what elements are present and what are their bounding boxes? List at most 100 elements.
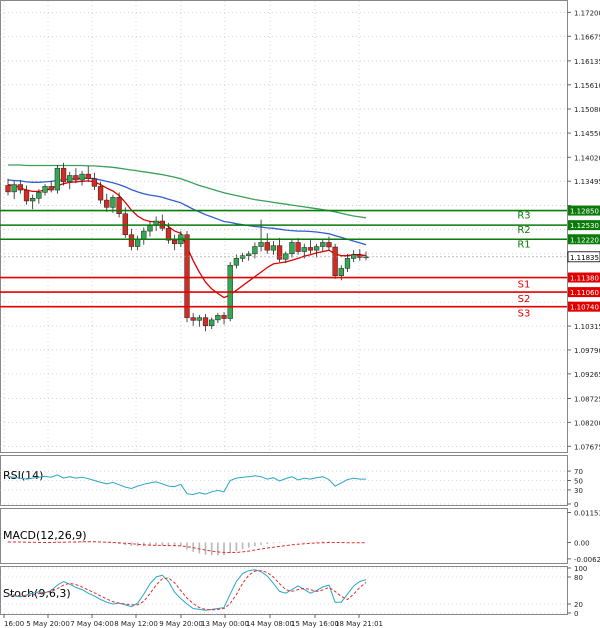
- time-tick-label: 7 May 04:00: [70, 620, 114, 628]
- price-panel: 1.17200 1.16675 1.16135 1.15610 1.15080 1.145…: [0, 0, 600, 453]
- candle-body: [54, 167, 61, 191]
- candle-body: [295, 242, 301, 252]
- candle-body: [202, 317, 209, 327]
- candle-body: [338, 268, 344, 276]
- candle-body: [307, 247, 314, 251]
- level-price-text: 1.12220: [570, 236, 599, 244]
- candle-body: [326, 242, 332, 248]
- candle-body: [147, 225, 153, 232]
- indicator-tick-label: 0.011537: [574, 510, 600, 518]
- candle-body: [246, 253, 252, 256]
- time-tick-label: 16:00: [4, 620, 24, 628]
- price-tick-label: 1.13495: [574, 178, 600, 186]
- level-price-text: 1.11060: [570, 289, 599, 297]
- macd-title: MACD(12,26,9): [3, 529, 87, 542]
- candle-body: [301, 247, 307, 252]
- rsi-title: RSI(14): [3, 469, 43, 482]
- candle-body: [122, 213, 128, 235]
- time-tick-label: 15 May 16:00: [291, 620, 339, 628]
- indicator-tick-label: 50: [574, 478, 583, 486]
- price-grid: [0, 1, 567, 452]
- candles: [5, 162, 369, 332]
- level-price-tag: [568, 234, 600, 245]
- price-tick-label: 1.16135: [574, 58, 600, 66]
- candle-body: [276, 245, 283, 260]
- candle-body: [190, 317, 196, 321]
- level-price-tag: [568, 220, 600, 231]
- current-price-text: 1.11835: [570, 254, 599, 262]
- macd-panel: MACD(12,26,9) 0.011537 0.00 -0.006293: [0, 508, 600, 564]
- candle-body: [313, 246, 320, 251]
- candle-body: [320, 242, 326, 247]
- price-tick-label: 1.09790: [574, 347, 600, 355]
- candle-body: [344, 258, 351, 269]
- indicator-tick-label: 0.00: [574, 540, 590, 548]
- candle-body: [79, 173, 85, 181]
- level-price-text: 1.11380: [570, 275, 599, 283]
- price-tick-label: 1.16675: [574, 33, 600, 41]
- indicator-tick-label: 100: [574, 565, 587, 573]
- time-tick-label: 18 May 21:01: [335, 620, 383, 628]
- indicator-tick-label: 20: [574, 601, 583, 609]
- moving-average-line-3: [8, 164, 367, 219]
- candle-body: [91, 178, 98, 187]
- candle-body: [5, 185, 11, 193]
- time-tick-label: 13 May 00:00: [201, 620, 249, 628]
- price-tick-label: 1.08200: [574, 419, 600, 427]
- candle-body: [357, 254, 363, 258]
- indicator-tick-label: 30: [574, 487, 583, 495]
- candle-body: [270, 245, 277, 251]
- level-price-text: 1.12530: [570, 222, 599, 230]
- current-price-group: 1.11835: [0, 251, 600, 263]
- stoch-d-line: [7, 570, 367, 611]
- level-label-s2: S2: [518, 294, 531, 305]
- candle-body: [42, 186, 48, 193]
- candle-body: [17, 184, 23, 191]
- candle-body: [116, 197, 122, 214]
- candle-body: [36, 192, 42, 199]
- candle-body: [258, 242, 264, 247]
- candle-body: [85, 173, 91, 179]
- level-price-text: 1.10740: [570, 304, 599, 312]
- time-tick-label: 9 May 20:00: [159, 620, 203, 628]
- price-tick-label: 1.15610: [574, 82, 600, 90]
- level-price-tag: [568, 287, 600, 298]
- candle-body: [252, 246, 258, 255]
- candle-body: [141, 230, 147, 240]
- rsi-line: [7, 474, 366, 496]
- stoch-series: [7, 569, 367, 611]
- level-label-r1: R1: [517, 239, 530, 250]
- candle-body: [221, 315, 227, 319]
- time-tick-label: 14 May 08:00: [246, 620, 294, 628]
- price-y-axis: 1.17200 1.16675 1.16135 1.15610 1.15080 1.145…: [567, 9, 600, 451]
- price-tick-label: 1.08725: [574, 395, 600, 403]
- time-axis: 16:00 5 May 20:00 7 May 04:00 8 May 12:00 9 …: [3, 614, 383, 628]
- candle-body: [73, 175, 79, 181]
- candle-body: [215, 315, 221, 321]
- level-price-text: 1.12850: [570, 208, 599, 216]
- price-tick-label: 1.17200: [574, 9, 600, 17]
- time-tick-label: 5 May 20:00: [26, 620, 70, 628]
- price-tick-label: 1.14550: [574, 130, 600, 138]
- candle-body: [48, 186, 54, 191]
- indicator-tick-label: 0: [574, 610, 578, 618]
- indicator-tick-label: 80: [574, 574, 583, 582]
- candle-body: [97, 186, 104, 201]
- price-tick-label: 1.07675: [574, 443, 600, 451]
- level-label-r2: R2: [517, 225, 530, 236]
- candle-body: [110, 197, 116, 208]
- level-label-s1: S1: [518, 280, 531, 291]
- candle-body: [30, 198, 36, 202]
- candle-body: [233, 258, 240, 266]
- indicator-tick-label: 70: [574, 468, 583, 476]
- indicator-tick-label: 0: [574, 501, 578, 509]
- candle-body: [128, 234, 135, 247]
- candle-body: [184, 234, 190, 318]
- candle-body: [209, 319, 215, 327]
- level-price-tag: [568, 205, 600, 216]
- candle-body: [332, 246, 338, 276]
